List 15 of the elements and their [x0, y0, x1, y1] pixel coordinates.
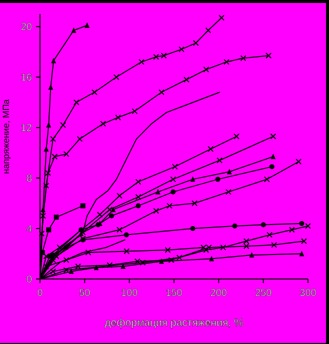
y-tick-label: 12: [20, 123, 32, 134]
y-tick-label: 0: [26, 274, 32, 286]
x-tick-label: 50: [79, 288, 91, 299]
y-tick-label: 20: [20, 22, 32, 34]
y-tick-label: 16: [20, 72, 32, 84]
y-axis-title: напряжение, МПа: [1, 99, 11, 174]
x-tick-label: 300: [300, 288, 317, 299]
x-tick-label: 150: [166, 288, 183, 299]
x-axis-title: деформация растяжения, %: [104, 317, 244, 329]
x-tick-label: 0: [37, 288, 44, 299]
y-tick-label: 8: [26, 174, 32, 185]
x-tick-label: 200: [210, 288, 228, 299]
x-tick-label: 250: [254, 288, 272, 299]
x-tick-label: 100: [120, 288, 138, 299]
y-tick-label: 4: [26, 224, 32, 236]
